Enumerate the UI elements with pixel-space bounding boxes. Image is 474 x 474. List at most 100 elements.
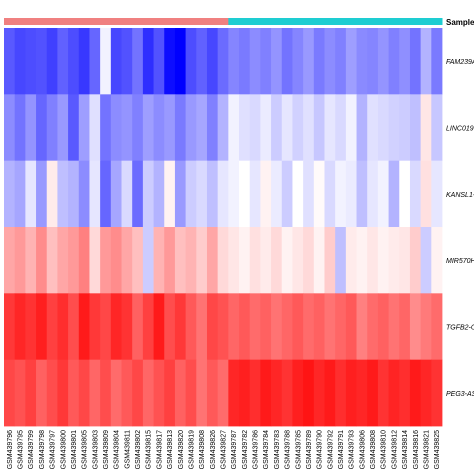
- heatmap-cell: [78, 28, 90, 95]
- heatmap-cell: [324, 227, 336, 294]
- column-label: GSM439810: [381, 430, 388, 469]
- heatmap-cell: [142, 94, 154, 162]
- heatmap-cell: [174, 293, 187, 361]
- column-label: GSM439808: [370, 430, 377, 469]
- heatmap-cell: [335, 160, 347, 228]
- heatmap-cell: [377, 227, 389, 294]
- heatmap-cell: [174, 227, 187, 294]
- column-label: GSM439801: [71, 430, 78, 469]
- column-label: GSM439826: [210, 430, 217, 469]
- column-label: GSM439804: [114, 430, 121, 469]
- heatmap-cell: [36, 94, 48, 162]
- heatmap-cell: [324, 94, 336, 162]
- heatmap-cell: [313, 94, 325, 162]
- heatmap-cell: [14, 227, 26, 294]
- heatmap-cell: [260, 293, 272, 361]
- heatmap-cell: [4, 28, 16, 95]
- row-label: PEG3-AS: [446, 391, 474, 398]
- heatmap-cell: [367, 359, 379, 427]
- heatmap-cell: [78, 359, 90, 427]
- row-label: FAM239A: [446, 59, 474, 66]
- heatmap-cell: [249, 359, 261, 427]
- heatmap-cell: [57, 160, 69, 228]
- heatmap-cell: [271, 160, 283, 228]
- heatmap-cell: [196, 28, 208, 95]
- heatmap-cell: [356, 94, 368, 162]
- heatmap-cell: [164, 160, 176, 228]
- heatmap-cell: [281, 293, 293, 361]
- heatmap-cell: [388, 94, 400, 162]
- heatmap-cell: [420, 160, 432, 228]
- heatmap-cell: [68, 359, 80, 427]
- column-labels: GSM439796 GSM439795 GSM439799 GSM439798 GSM4…: [7, 430, 441, 469]
- heatmap-cell: [36, 293, 48, 361]
- heatmap-cell: [89, 359, 101, 427]
- column-label: GSM439797: [50, 430, 57, 469]
- column-label: GSM439811: [124, 430, 131, 469]
- heatmap-cell: [292, 160, 304, 228]
- heatmap-cell: [185, 94, 197, 162]
- heatmap-cell: [206, 227, 219, 294]
- heatmap-cell: [4, 359, 16, 427]
- heatmap-cell: [313, 293, 325, 361]
- column-label: GSM439798: [39, 430, 46, 469]
- heatmap-cell: [292, 28, 304, 95]
- heatmap-cell: [409, 94, 422, 162]
- column-label: GSM439815: [146, 430, 153, 469]
- heatmap-cell: [46, 28, 58, 95]
- heatmap-cell: [377, 293, 389, 361]
- heatmap-cell: [420, 28, 432, 95]
- column-label: GSM439789: [306, 430, 313, 469]
- column-label: GSM439802: [135, 430, 142, 469]
- heatmap-cell: [185, 359, 197, 427]
- column-label: GSM439783: [274, 430, 281, 469]
- column-label: GSM439782: [242, 430, 249, 469]
- heatmap-cell: [388, 293, 400, 361]
- heatmap-cell: [68, 28, 80, 95]
- heatmap-cell: [36, 359, 48, 427]
- heatmap-cell: [431, 227, 443, 294]
- heatmap-cell: [228, 293, 240, 361]
- heatmap-cell: [185, 293, 197, 361]
- heatmap-cells: [4, 28, 443, 427]
- heatmap-cell: [185, 28, 197, 95]
- heatmap-cell: [356, 293, 368, 361]
- heatmap-cell: [281, 160, 293, 228]
- heatmap-cell: [153, 28, 165, 95]
- heatmap-cell: [121, 94, 133, 162]
- column-label: GSM439791: [338, 430, 345, 469]
- heatmap-cell: [431, 94, 443, 162]
- heatmap-cell: [377, 94, 389, 162]
- column-label: GSM439825: [434, 430, 441, 469]
- heatmap-cell: [249, 94, 261, 162]
- heatmap-cell: [153, 293, 165, 361]
- heatmap-cell: [388, 359, 400, 427]
- heatmap-cell: [153, 160, 165, 228]
- column-label: GSM439795: [18, 430, 25, 469]
- heatmap-cell: [399, 28, 411, 95]
- heatmap-cell: [335, 227, 347, 294]
- heatmap-cell: [164, 28, 176, 95]
- heatmap-cell: [335, 28, 347, 95]
- heatmap-cell: [78, 293, 90, 361]
- heatmap-cell: [206, 359, 219, 427]
- heatmap-cell: [174, 160, 187, 228]
- row-label: TGFB2-O: [446, 325, 474, 332]
- heatmap-cell: [196, 94, 208, 162]
- heatmap-cell: [249, 293, 261, 361]
- heatmap-cell: [121, 160, 133, 228]
- heatmap-cell: [431, 28, 443, 95]
- heatmap-cell: [399, 94, 411, 162]
- column-label: GSM439790: [317, 430, 324, 469]
- heatmap-cell: [409, 160, 422, 228]
- heatmap-cell: [132, 293, 144, 361]
- heatmap-cell: [46, 227, 58, 294]
- heatmap-cell: [36, 28, 48, 95]
- heatmap-cell: [313, 359, 325, 427]
- heatmap-cell: [377, 28, 389, 95]
- heatmap-cell: [367, 227, 379, 294]
- heatmap-cell: [217, 293, 229, 361]
- heatmap-cell: [345, 293, 357, 361]
- heatmap-cell: [206, 160, 219, 228]
- heatmap-cell: [356, 227, 368, 294]
